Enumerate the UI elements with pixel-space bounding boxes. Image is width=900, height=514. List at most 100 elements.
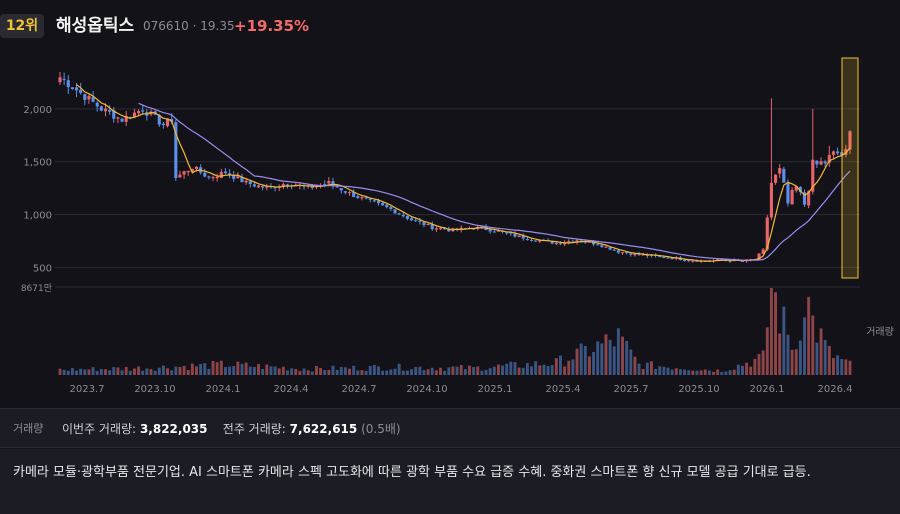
volume-bar — [604, 334, 608, 375]
volume-bar — [455, 366, 459, 375]
candle-body — [836, 151, 840, 154]
candle-body — [215, 176, 219, 179]
volume-bar — [405, 370, 409, 375]
volume-bar — [356, 370, 360, 375]
candle-body — [360, 197, 364, 199]
volume-bar — [261, 369, 265, 375]
volume-bar — [149, 369, 153, 375]
volume-bar — [538, 365, 542, 375]
x-tick-label: 2026.1 — [750, 384, 785, 395]
candle-body — [480, 226, 484, 228]
stock-name[interactable]: 해성옵틱스 — [56, 16, 135, 36]
volume-bar — [819, 328, 823, 375]
volume-bar — [637, 363, 641, 375]
candle-body — [414, 220, 418, 222]
volume-bar — [447, 367, 451, 375]
volume-bar — [83, 369, 87, 375]
volume-bar — [137, 366, 141, 375]
candle-body — [488, 229, 492, 232]
candle-body — [347, 192, 352, 194]
volume-bar — [414, 366, 418, 375]
volume-bar — [703, 369, 707, 375]
candle-body — [811, 159, 815, 192]
candle-body — [265, 186, 269, 188]
volume-bar — [480, 370, 484, 375]
candle-body — [443, 227, 447, 230]
candle-body — [782, 168, 786, 183]
volume-bar — [790, 349, 794, 375]
candle-body — [157, 114, 161, 125]
candle-body — [252, 184, 256, 187]
volume-bar — [430, 367, 434, 375]
volume-bar — [728, 370, 732, 375]
candle-body — [161, 123, 165, 126]
volume-bar — [550, 365, 554, 375]
volume-bar — [281, 366, 285, 375]
y-tick-label: 1,500 — [23, 158, 52, 169]
volume-bar — [186, 369, 190, 375]
last-week-volume-label: 전주 거래량: — [222, 422, 286, 436]
volume-stats: 이번주 거래량: 3,822,035 전주 거래량: 7,622,615 (0.… — [62, 419, 401, 439]
candle-body — [563, 242, 567, 245]
volume-bar — [658, 366, 662, 375]
volume-bar — [451, 366, 455, 375]
volume-bar — [166, 368, 169, 375]
volume-bar — [683, 369, 687, 375]
volume-bar — [769, 288, 773, 375]
volume-bar — [170, 370, 174, 375]
candle-body — [463, 227, 467, 229]
y-tick-label: 500 — [33, 263, 52, 274]
volume-bar — [232, 366, 236, 375]
volume-bar — [542, 364, 546, 375]
candle-body — [616, 250, 620, 253]
candle-body — [244, 180, 248, 183]
volume-bar — [832, 358, 835, 375]
candle-body — [401, 214, 405, 217]
volume-bar — [587, 356, 591, 375]
volume-bar — [310, 371, 314, 375]
candle-body — [256, 185, 261, 188]
volume-bar — [629, 349, 633, 375]
volume-bar — [848, 360, 852, 375]
candle-body — [203, 172, 207, 177]
candle-body — [381, 202, 385, 206]
volume-bar — [476, 366, 480, 375]
volume-bar — [724, 371, 728, 375]
volume-bar — [670, 369, 674, 375]
candle-body — [525, 239, 529, 241]
volume-bar — [335, 369, 339, 375]
candle-body — [492, 231, 496, 233]
volume-bar — [794, 349, 798, 375]
x-tick-label: 2024.4 — [274, 384, 309, 395]
candle-body — [604, 246, 608, 248]
volume-bar — [674, 368, 678, 375]
volume-bar — [62, 369, 66, 375]
volume-bar — [112, 367, 116, 375]
volume-bar — [468, 365, 471, 375]
candle-body — [666, 257, 670, 259]
volume-bar — [434, 370, 438, 375]
volume-bar — [496, 364, 500, 375]
candle-body — [728, 260, 732, 262]
volume-bar — [530, 366, 533, 375]
volume-bar — [393, 368, 397, 375]
candle-body — [517, 235, 521, 237]
volume-bar — [616, 328, 620, 375]
candle-body — [720, 258, 724, 260]
candle-body — [112, 110, 116, 119]
candle-body — [695, 260, 699, 262]
rank-badge: 12위 — [0, 14, 44, 38]
volume-bar — [633, 356, 637, 375]
candle-body — [339, 187, 343, 191]
x-tick-label: 2024.1 — [206, 384, 241, 395]
volume-bar — [377, 366, 380, 375]
candle-body — [819, 161, 823, 165]
volume-bar — [608, 339, 612, 375]
candle-body — [691, 260, 695, 262]
volume-bar — [79, 368, 83, 375]
change-percent: +19.35% — [234, 17, 310, 35]
volume-bar — [579, 343, 583, 375]
volume-bar — [757, 353, 761, 375]
volume-bar — [195, 366, 198, 375]
